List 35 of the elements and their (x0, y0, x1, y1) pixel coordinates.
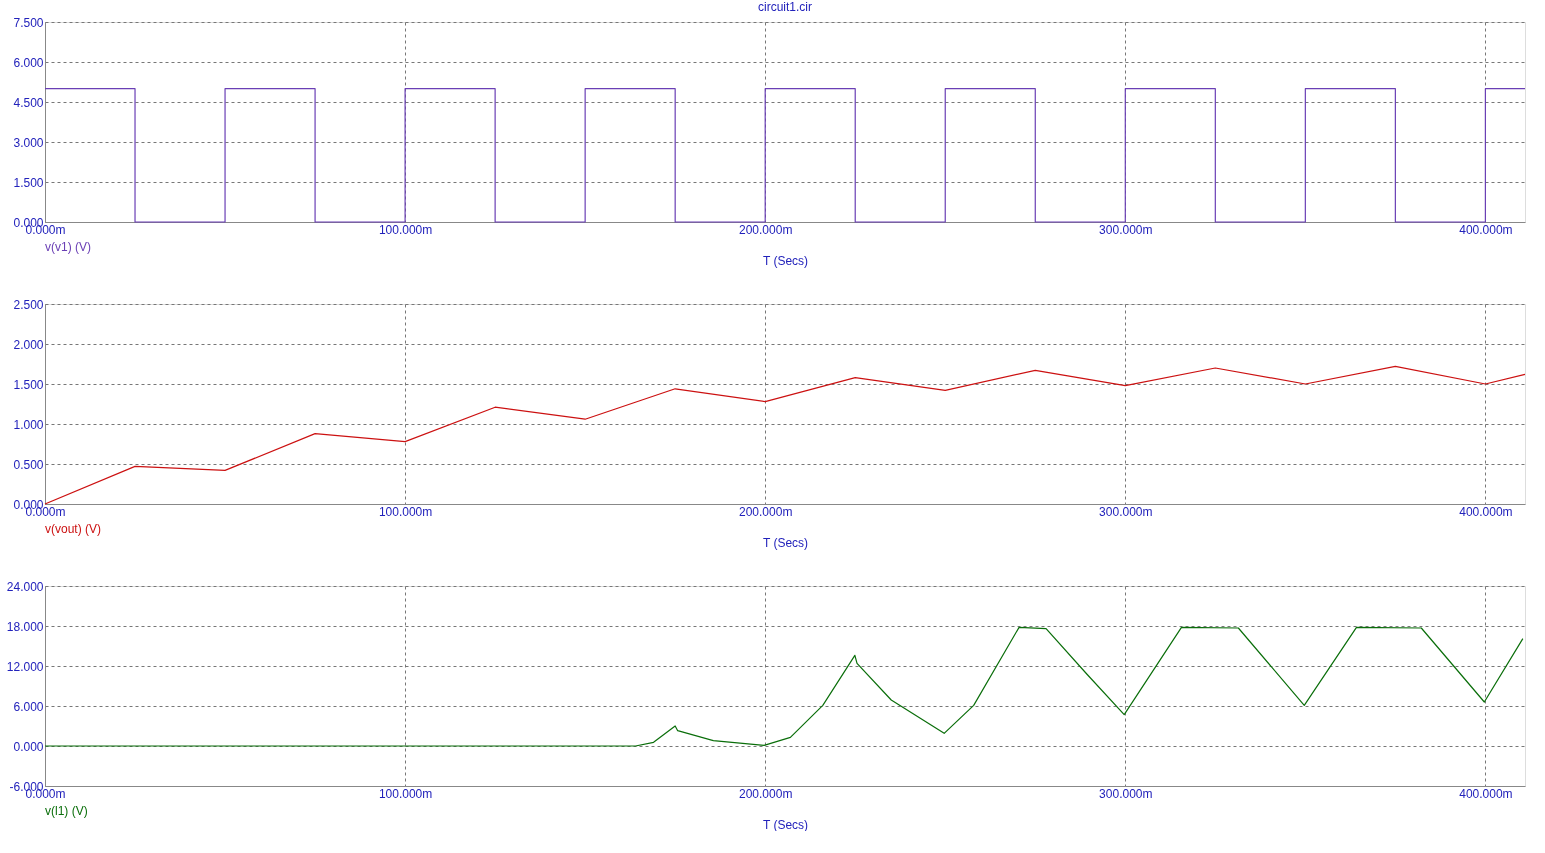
y-tick-label: 0.500 (13, 457, 44, 472)
x-tick-label: 100.000m (378, 504, 433, 519)
x-tick-label: 200.000m (739, 786, 793, 801)
y-tick-label: 3.000 (13, 135, 44, 150)
x-tick-label: 100.000m (378, 222, 433, 237)
y-tick-label: 4.500 (13, 95, 44, 110)
text: v(l1) (V) (45, 804, 88, 818)
x-tick-label: 200.000m (739, 504, 793, 519)
line-series (44, 626, 1524, 747)
y-tick-label: 0.000 (13, 739, 44, 754)
x-axis-title: T (Secs) (762, 535, 809, 550)
series-label: v(vout) (V) (45, 522, 102, 536)
x-tick-label: 400.000m (1459, 504, 1513, 519)
x-tick-label: 200.000m (739, 222, 793, 237)
x-tick-label: 400.000m (1459, 786, 1513, 801)
y-tick-label: 7.500 (13, 15, 44, 30)
chart-title: circuit1.cir (757, 0, 813, 14)
y-tick-label: 1.500 (13, 175, 44, 190)
y-tick-label: 24.000 (6, 579, 44, 594)
y-tick-label: 2.500 (13, 297, 44, 312)
x-tick-label: 300.000m (1099, 222, 1153, 237)
y-tick-label: 1.000 (13, 417, 44, 432)
x-tick-label: 300.000m (1099, 786, 1153, 801)
y-tick-label: 6.000 (13, 699, 44, 714)
y-tick-label: 6.000 (13, 55, 44, 70)
y-tick-label: 12.000 (6, 659, 44, 674)
x-axis-title: T (Secs) (762, 253, 809, 268)
text: v(v1) (V) (45, 240, 91, 254)
x-tick-label: 100.000m (378, 786, 433, 801)
y-tick-label: 18.000 (6, 619, 44, 634)
y-tick-label: 2.000 (13, 337, 44, 352)
x-tick-label: 400.000m (1459, 222, 1513, 237)
x-tick-label: 300.000m (1099, 504, 1153, 519)
x-axis-title: T (Secs) (762, 817, 809, 832)
y-tick-label: 1.500 (13, 377, 44, 392)
